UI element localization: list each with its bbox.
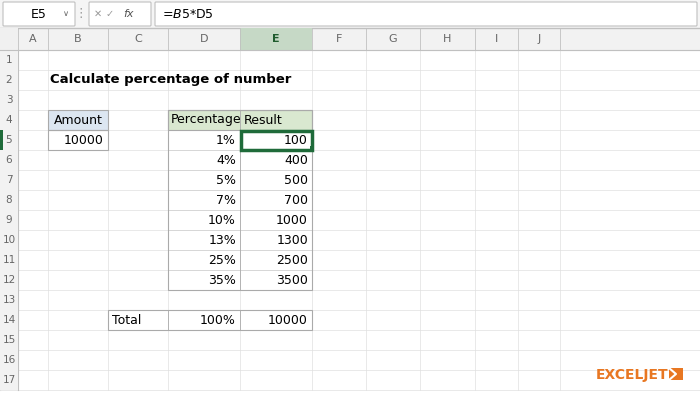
- Text: 14: 14: [2, 315, 15, 325]
- Bar: [0, 130, 3, 150]
- Bar: [0, 170, 18, 190]
- Bar: [48, 110, 108, 130]
- Bar: [0, 50, 18, 70]
- Text: ⋮: ⋮: [75, 8, 88, 20]
- Text: Amount: Amount: [54, 114, 102, 126]
- Bar: [0, 290, 18, 310]
- Text: 25%: 25%: [208, 254, 236, 266]
- Text: 100: 100: [284, 134, 308, 146]
- Bar: [310, 146, 314, 150]
- Text: J: J: [538, 34, 540, 44]
- Bar: [0, 350, 18, 370]
- Bar: [0, 70, 18, 90]
- Text: 700: 700: [284, 194, 308, 206]
- Bar: [0, 330, 18, 350]
- Bar: [0, 110, 18, 130]
- Text: Result: Result: [244, 114, 283, 126]
- Text: 16: 16: [2, 355, 15, 365]
- Text: fx: fx: [122, 9, 133, 19]
- Text: ∨: ∨: [63, 10, 69, 18]
- Text: 3500: 3500: [276, 274, 308, 286]
- Bar: [108, 310, 312, 330]
- Text: F: F: [336, 34, 342, 44]
- Text: 11: 11: [2, 255, 15, 265]
- Bar: [48, 110, 108, 130]
- Text: 12: 12: [2, 275, 15, 285]
- Bar: [669, 368, 683, 380]
- Bar: [168, 110, 312, 290]
- Text: 1: 1: [6, 55, 13, 65]
- FancyBboxPatch shape: [89, 2, 151, 26]
- Text: 10: 10: [2, 235, 15, 245]
- Text: Percentage: Percentage: [171, 114, 241, 126]
- Bar: [0, 150, 18, 170]
- Text: 3: 3: [6, 95, 13, 105]
- Bar: [0, 270, 18, 290]
- Text: 7: 7: [6, 175, 13, 185]
- Text: 8: 8: [6, 195, 13, 205]
- Text: 100%: 100%: [200, 314, 236, 326]
- Bar: [241, 130, 312, 150]
- Bar: [0, 370, 18, 390]
- Text: Total: Total: [112, 314, 141, 326]
- Text: H: H: [443, 34, 452, 44]
- FancyBboxPatch shape: [3, 2, 75, 26]
- Text: E: E: [272, 34, 280, 44]
- Text: 7%: 7%: [216, 194, 236, 206]
- Bar: [0, 230, 18, 250]
- Text: 1%: 1%: [216, 134, 236, 146]
- Bar: [0, 130, 18, 150]
- Bar: [240, 110, 312, 130]
- Text: E5: E5: [31, 8, 47, 20]
- FancyBboxPatch shape: [155, 2, 697, 26]
- Text: 1000: 1000: [276, 214, 308, 226]
- Bar: [0, 90, 18, 110]
- Text: 15: 15: [2, 335, 15, 345]
- Text: 1300: 1300: [276, 234, 308, 246]
- Text: 13%: 13%: [209, 234, 236, 246]
- Text: ✕: ✕: [94, 9, 102, 19]
- Text: 10000: 10000: [64, 134, 104, 146]
- Text: 5%: 5%: [216, 174, 236, 186]
- Bar: [240, 28, 312, 50]
- Text: 13: 13: [2, 295, 15, 305]
- Bar: [0, 28, 18, 50]
- Bar: [48, 130, 108, 150]
- Bar: [0, 250, 18, 270]
- Bar: [0, 210, 18, 230]
- Text: C: C: [134, 34, 142, 44]
- Bar: [168, 110, 312, 130]
- Text: A: A: [29, 34, 37, 44]
- Text: Calculate percentage of number: Calculate percentage of number: [50, 74, 291, 86]
- Text: EXCELJET: EXCELJET: [596, 368, 668, 382]
- Text: 500: 500: [284, 174, 308, 186]
- Bar: [0, 0, 700, 28]
- Text: 4: 4: [6, 115, 13, 125]
- Text: ✓: ✓: [106, 9, 114, 19]
- Text: 4%: 4%: [216, 154, 236, 166]
- Text: 6: 6: [6, 155, 13, 165]
- Text: 2500: 2500: [276, 254, 308, 266]
- Bar: [0, 28, 700, 50]
- Text: 400: 400: [284, 154, 308, 166]
- Text: B: B: [74, 34, 82, 44]
- Text: D: D: [199, 34, 209, 44]
- Bar: [0, 50, 700, 390]
- Text: 9: 9: [6, 215, 13, 225]
- Text: 17: 17: [2, 375, 15, 385]
- Bar: [0, 310, 18, 330]
- Text: =$B$5*D5: =$B$5*D5: [162, 8, 214, 20]
- Text: I: I: [495, 34, 498, 44]
- Text: G: G: [389, 34, 398, 44]
- Bar: [168, 110, 240, 130]
- Text: 5: 5: [6, 135, 13, 145]
- Text: 10%: 10%: [208, 214, 236, 226]
- Bar: [48, 130, 108, 150]
- Text: 35%: 35%: [208, 274, 236, 286]
- Text: 2: 2: [6, 75, 13, 85]
- Text: 10000: 10000: [268, 314, 308, 326]
- Bar: [0, 190, 18, 210]
